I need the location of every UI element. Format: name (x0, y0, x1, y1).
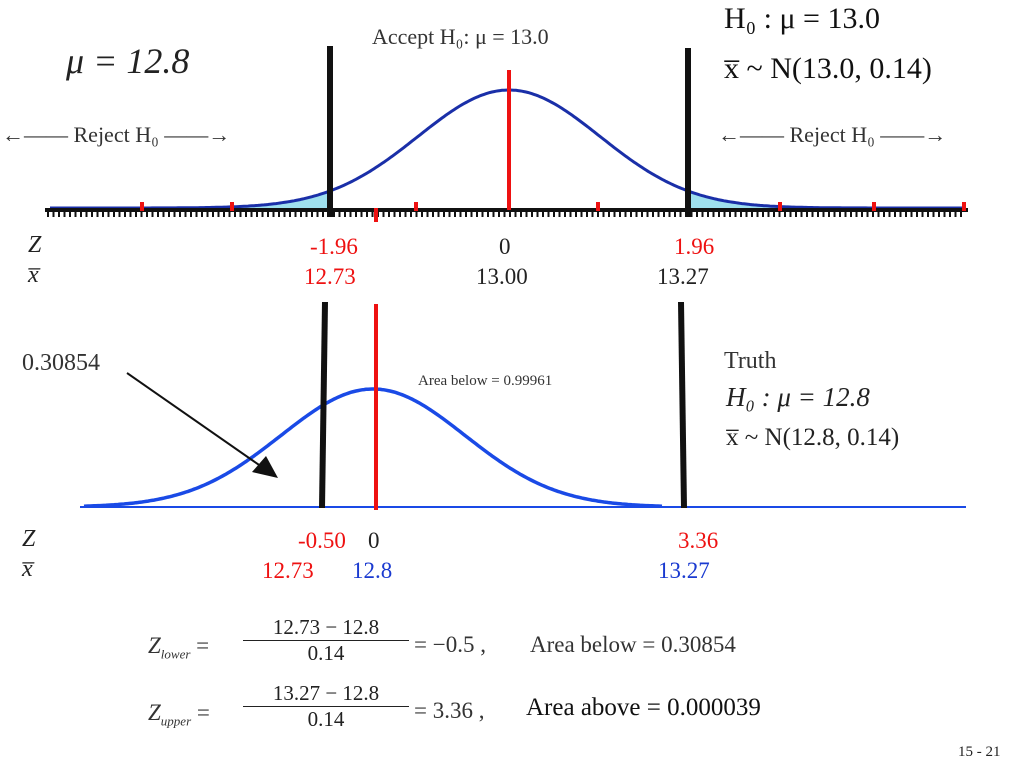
truth-title: Truth (724, 348, 777, 374)
bottom-lower-critical-line (319, 301, 328, 509)
top-axis-ticks (47, 210, 962, 217)
slide-number: 15 - 21 (958, 744, 1001, 760)
null-hypothesis: H₀ : μ = 13.0 (724, 2, 880, 35)
z-lower-denominator: 0.14 (307, 641, 345, 665)
null-distribution: x̅ ~ N(13.0, 0.14) (724, 52, 932, 85)
top-xbar-label: x̅ (28, 262, 39, 288)
bottom-x-lower: 12.73 (262, 558, 314, 583)
area-below-label: Area below = 0.99961 (418, 373, 553, 389)
top-right-rejection-area (688, 191, 960, 208)
z-upper-result: = 3.36 , (414, 698, 485, 723)
z-upper-area: Area above = 0.000039 (526, 694, 761, 721)
truth-hypothesis: H₀ : μ = 12.8 (726, 382, 870, 412)
mu-label: μ = 12.8 (66, 41, 190, 81)
bottom-z-center: 0 (368, 528, 380, 553)
top-x-upper: 13.27 (657, 264, 709, 289)
reject-right-label: ←—— Reject H₀ ——→ (718, 122, 947, 147)
z-lower-subscript: lower (160, 646, 191, 662)
z-lower-lhs: Z (148, 633, 161, 658)
bottom-z-lower: -0.50 (298, 528, 346, 553)
arrow-line (126, 372, 263, 468)
z-lower-result: = −0.5 , (414, 632, 486, 657)
reject-left-label: ←—— Reject H₀ ——→ (2, 122, 231, 147)
top-z-label: Z (28, 232, 42, 258)
top-red-marks (140, 202, 966, 211)
bottom-x-center: 12.8 (352, 558, 393, 583)
bottom-normal-curve (83, 387, 663, 508)
top-left-rejection-area (60, 191, 330, 208)
bottom-xbar-label: x̅ (22, 556, 33, 582)
z-lower-symbol: Zlower = (148, 633, 210, 662)
z-upper-lhs: Z (148, 700, 161, 725)
truth-distribution: x̅ ~ N(12.8, 0.14) (726, 424, 900, 451)
accept-region-label: Accept H₀: μ = 13.0 (372, 24, 549, 49)
z-lower-numerator: 12.73 − 12.8 (243, 615, 409, 641)
z-upper-subscript: upper (160, 713, 192, 729)
z-upper-numerator: 13.27 − 12.8 (243, 681, 409, 707)
top-z-upper: 1.96 (674, 234, 715, 259)
top-x-lower: 12.73 (304, 264, 356, 289)
bottom-upper-critical-line (678, 301, 687, 509)
top-z-lower: -1.96 (310, 234, 358, 259)
bottom-z-label: Z (22, 526, 36, 552)
z-upper-symbol: Zupper = (148, 700, 210, 729)
z-lower-fraction: 12.73 − 12.8 0.14 (243, 615, 409, 666)
arrow-head (252, 456, 278, 478)
top-x-center: 13.00 (476, 264, 528, 289)
z-upper-denominator: 0.14 (307, 707, 345, 731)
bottom-z-upper: 3.36 (678, 528, 719, 553)
bottom-x-upper: 13.27 (658, 558, 710, 583)
lower-tail-area-label: 0.30854 (22, 350, 100, 376)
top-z-center: 0 (499, 234, 511, 259)
z-upper-fraction: 13.27 − 12.8 0.14 (243, 681, 409, 732)
z-lower-area: Area below = 0.30854 (530, 632, 736, 657)
